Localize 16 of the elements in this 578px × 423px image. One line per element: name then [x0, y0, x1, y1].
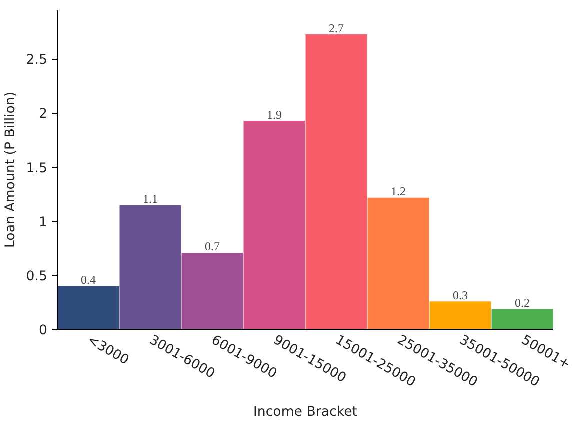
x-axis-title: Income Bracket	[253, 405, 358, 420]
y-tick-label: 0.5	[26, 269, 48, 284]
data-label: 2.7	[329, 21, 344, 36]
data-label: 0.4	[81, 273, 96, 288]
data-label: 0.2	[515, 296, 530, 310]
y-tick-label: 0	[39, 324, 48, 338]
y-axis-title: Loan Amount (P Billion)	[3, 92, 18, 248]
data-label: 0.3	[453, 288, 468, 302]
data-label: 1.9	[267, 108, 282, 122]
y-tick-label: 1.5	[26, 161, 48, 176]
data-label: 1.2	[391, 184, 406, 199]
y-tick-label: 2.5	[26, 53, 48, 68]
y-tick-label: 1	[39, 215, 48, 230]
data-label: 0.7	[205, 240, 220, 254]
data-label: 1.1	[143, 192, 158, 206]
y-tick-label: 2	[39, 107, 48, 122]
